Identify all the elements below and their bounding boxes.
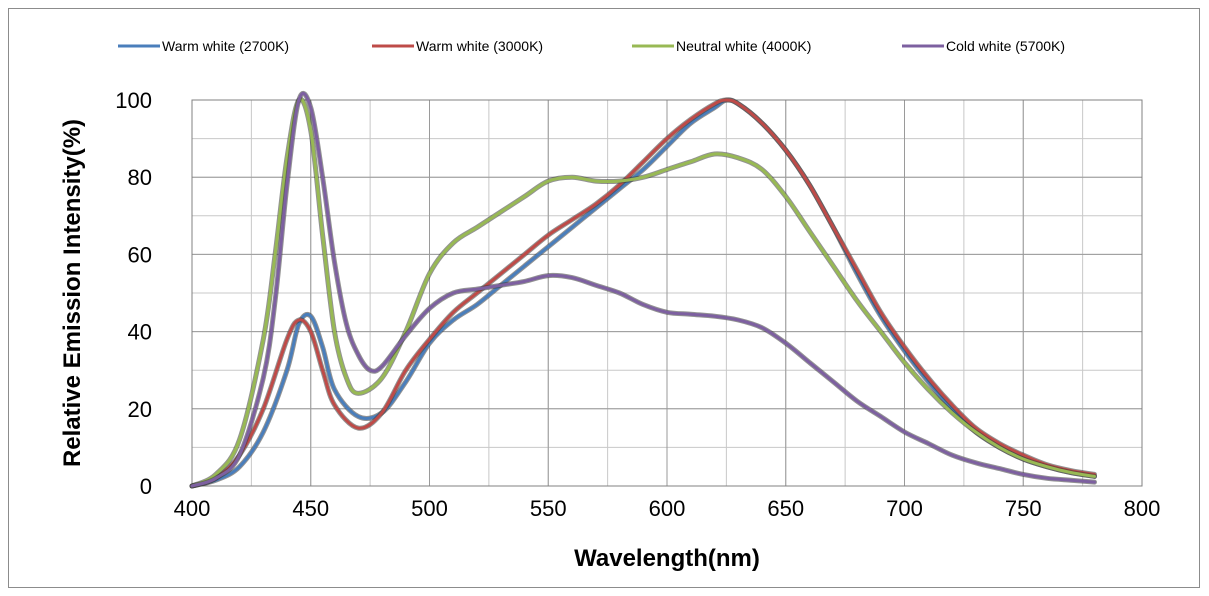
y-tick-label: 100	[115, 88, 152, 113]
legend-label-warm-white-3000k: Warm white (3000K)	[416, 38, 543, 54]
legend-label-cold-white-5700k: Cold white (5700K)	[946, 38, 1065, 54]
x-tick-label: 450	[292, 496, 329, 521]
tick-labels: 400 450 500 550 600 650 700 750 800 0 20 40 60 80 100	[115, 88, 1160, 521]
y-tick-label: 0	[140, 474, 152, 499]
x-tick-label: 800	[1124, 496, 1161, 521]
x-tick-label: 550	[530, 496, 567, 521]
series-line-cold-white-5700k	[190, 91, 1096, 488]
chart-frame	[8, 8, 1200, 588]
x-tick-label: 700	[886, 496, 923, 521]
legend: Warm white (2700K) Warm white (3000K) Neut…	[118, 38, 1065, 54]
x-tick-label: 650	[767, 496, 804, 521]
x-axis-title: Wavelength(nm)	[574, 545, 760, 572]
y-tick-label: 20	[128, 397, 152, 422]
series-line-warm-white-3000k	[190, 98, 1096, 488]
legend-label-warm-white-2700k: Warm white (2700K)	[162, 38, 289, 54]
x-tick-label: 600	[649, 496, 686, 521]
x-tick-label: 400	[174, 496, 211, 521]
series-lines	[189, 90, 1097, 489]
x-tick-label: 750	[1005, 496, 1042, 521]
series-line-neutral-white-4000k	[190, 97, 1096, 488]
grid	[191, 99, 1143, 487]
y-tick-label: 60	[128, 242, 152, 267]
y-tick-label: 40	[128, 320, 152, 345]
plot-area	[191, 99, 1143, 487]
y-tick-label: 80	[128, 165, 152, 190]
x-tick-label: 500	[411, 496, 448, 521]
y-axis-title: Relative Emission Intensity(%)	[59, 119, 86, 467]
legend-label-neutral-white-4000k: Neutral white (4000K)	[676, 38, 811, 54]
